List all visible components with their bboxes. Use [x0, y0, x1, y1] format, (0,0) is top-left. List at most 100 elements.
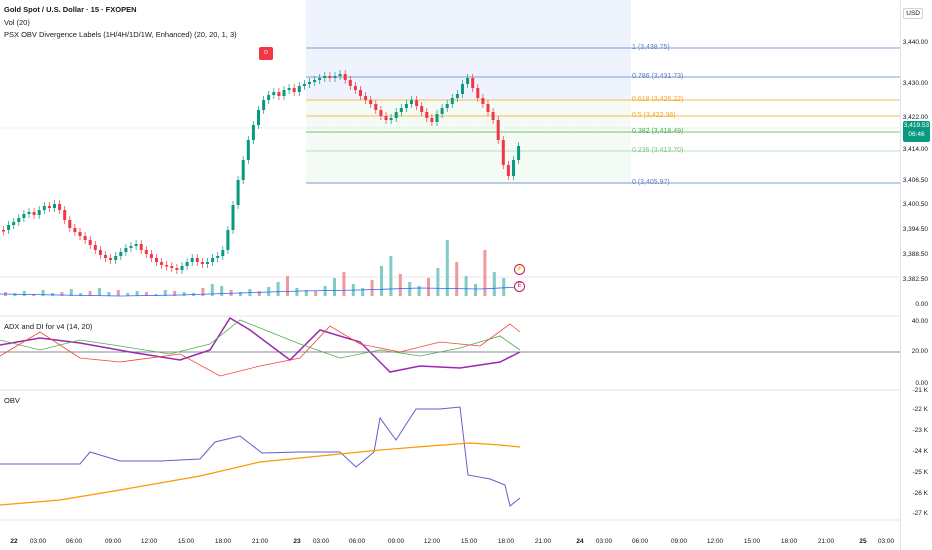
- candle-body: [144, 250, 148, 254]
- candle-body: [236, 180, 240, 205]
- volume-bar: [69, 289, 73, 296]
- time-tick: 06:00: [631, 538, 649, 545]
- candle-body: [338, 74, 342, 76]
- volume-bar: [154, 294, 158, 296]
- adx-tick: 40.00: [911, 318, 928, 325]
- volume-bar: [323, 286, 327, 296]
- candle-body: [491, 112, 495, 120]
- symbol-title[interactable]: Gold Spot / U.S. Dollar · 15 · FXOPEN: [4, 5, 137, 14]
- candle-body: [379, 110, 383, 116]
- time-tick: 06:00: [348, 538, 366, 545]
- candle-body: [231, 205, 235, 230]
- candle-body: [221, 250, 225, 256]
- candle-body: [63, 210, 67, 220]
- volume-bar: [398, 274, 402, 296]
- adx-label[interactable]: ADX and DI for v4 (14, 20): [4, 322, 93, 331]
- candle-body: [282, 90, 286, 96]
- candle-body: [83, 236, 87, 240]
- volume-bar: [492, 272, 496, 296]
- adx-tick: 0.00: [915, 380, 928, 387]
- volume-series: [4, 240, 506, 296]
- volume-bar: [474, 284, 477, 296]
- volume-bar: [304, 290, 308, 296]
- volume-label[interactable]: Vol (20): [4, 18, 30, 27]
- time-tick: 21:00: [817, 538, 835, 545]
- candle-body: [58, 204, 62, 210]
- candle-body: [109, 258, 113, 260]
- candle-body: [415, 100, 419, 106]
- obv-line: [0, 406, 521, 507]
- candle-body: [517, 146, 521, 160]
- candle-body: [328, 76, 332, 78]
- lightning-icon[interactable]: ⚡: [514, 264, 525, 275]
- price-tick: 3,440.00: [902, 39, 928, 46]
- obv-label[interactable]: OBV: [4, 396, 20, 405]
- candle-body: [206, 262, 209, 264]
- price-tick: 3,422.00: [902, 114, 928, 121]
- candle-body: [175, 268, 179, 270]
- candle-body: [195, 258, 199, 262]
- candle-body: [410, 100, 413, 104]
- candle-body: [190, 258, 194, 262]
- volume-bar: [135, 291, 139, 296]
- candle-body: [364, 96, 368, 100]
- candle-body: [394, 112, 398, 118]
- candle-body: [53, 204, 56, 208]
- time-tick: 15:00: [743, 538, 761, 545]
- candle-body: [68, 220, 72, 228]
- time-tick: 03:00: [29, 538, 47, 545]
- fib-label-1: 1 (3,438.75): [632, 44, 670, 51]
- candle-body: [200, 262, 204, 264]
- candle-body: [384, 116, 388, 120]
- candle-body: [308, 82, 311, 84]
- time-tick: 12:00: [423, 538, 441, 545]
- candle-body: [160, 262, 164, 265]
- candle-body: [399, 108, 403, 112]
- obv-tick: -21 K: [912, 387, 928, 394]
- time-tick: 22: [10, 538, 18, 545]
- volume-bar: [502, 278, 506, 296]
- candle-body: [139, 244, 143, 250]
- volume-bar: [417, 286, 421, 296]
- candle-body: [22, 214, 26, 218]
- time-tick: 21:00: [534, 538, 552, 545]
- obv-tick: -23 K: [912, 427, 928, 434]
- obv-tick: -25 K: [912, 469, 928, 476]
- currency-label[interactable]: USD: [903, 8, 923, 19]
- volume-bar: [370, 280, 374, 296]
- candle-body: [47, 206, 51, 208]
- candle-body: [425, 112, 429, 118]
- candle-body: [12, 222, 16, 225]
- time-tick: 15:00: [177, 538, 195, 545]
- candle-body: [267, 95, 271, 100]
- time-tick: 12:00: [140, 538, 158, 545]
- divergence-marker[interactable]: D: [259, 47, 273, 60]
- event-icon[interactable]: E: [514, 281, 525, 292]
- indicator-label[interactable]: PSX OBV Divergence Labels (1H/4H/1D/1W, …: [4, 30, 237, 39]
- time-tick: 09:00: [670, 538, 688, 545]
- candle-body: [98, 250, 102, 255]
- volume-bar: [182, 292, 186, 296]
- candle-body: [241, 160, 245, 180]
- volume-bar: [22, 291, 26, 296]
- volume-bar: [361, 288, 365, 296]
- candle-body: [257, 110, 260, 125]
- price-tick: 0.00: [915, 301, 928, 308]
- volume-bar: [389, 256, 393, 296]
- candle-body: [114, 256, 118, 260]
- adx-line: [0, 316, 521, 373]
- candle-body: [2, 230, 5, 232]
- candle-body: [486, 104, 490, 112]
- candle-body: [455, 94, 459, 98]
- volume-bar: [286, 276, 289, 296]
- candle-body: [450, 98, 454, 104]
- volume-bar: [60, 292, 64, 296]
- volume-bar: [116, 290, 120, 296]
- volume-bar: [333, 278, 336, 296]
- candle-body: [501, 140, 505, 165]
- obv-tick: -24 K: [912, 448, 928, 455]
- candle-body: [185, 262, 189, 266]
- candle-countdown: 06:46: [908, 131, 925, 138]
- price-axis[interactable]: [900, 0, 932, 550]
